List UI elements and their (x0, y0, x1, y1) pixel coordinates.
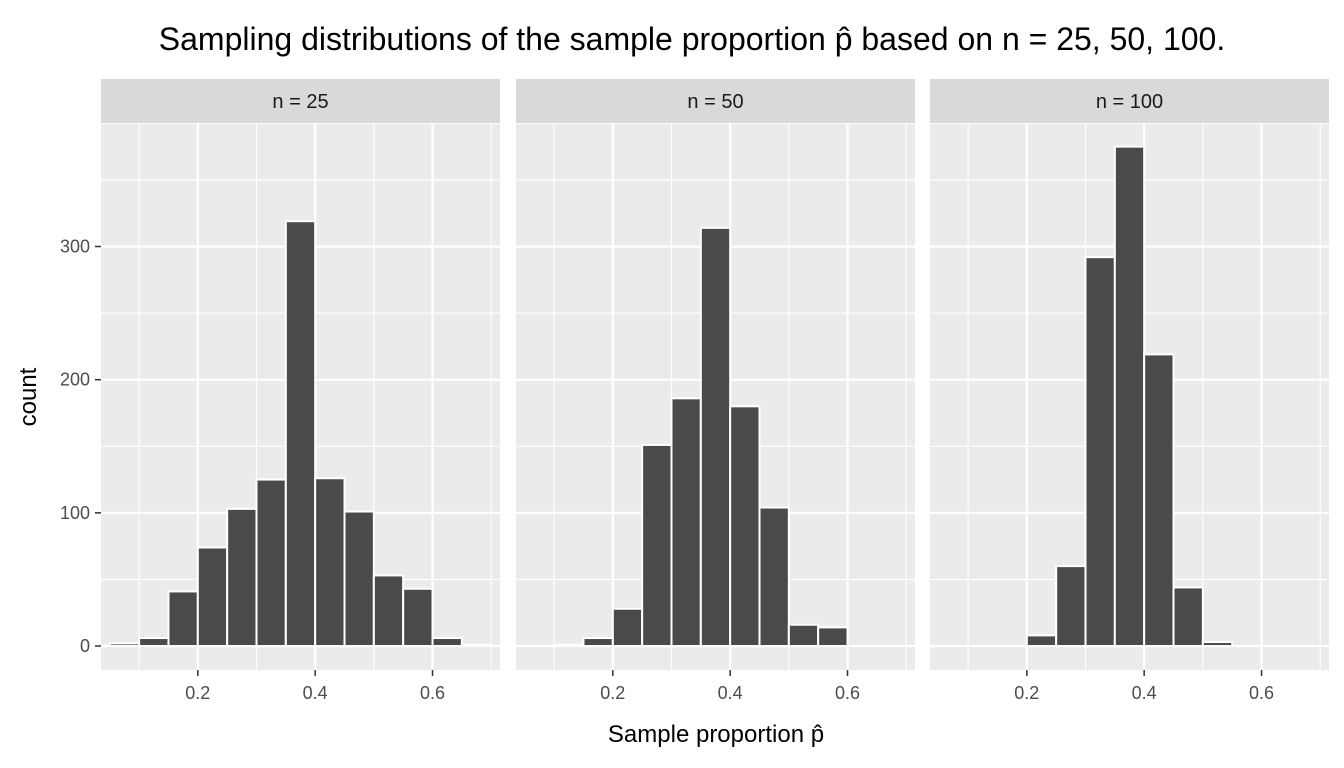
facet-panel: n = 50 0.2 0.4 0.6 (516, 79, 915, 703)
histogram-bar (431, 637, 463, 648)
histogram-bar (1055, 565, 1087, 648)
histogram-bar (1084, 256, 1116, 648)
histogram-bar (343, 510, 375, 648)
histogram-bar (670, 397, 702, 648)
histogram-bar (1025, 634, 1058, 648)
histogram-bar (641, 443, 673, 648)
histogram-bar (611, 607, 644, 648)
x-tick-label: 0.2 (1014, 683, 1039, 703)
histogram-bar (582, 637, 614, 648)
histogram-bar (196, 546, 229, 648)
facet-strip-label: n = 50 (687, 91, 743, 113)
y-axis: 0 100 200 300 (60, 237, 101, 656)
histogram-bar (1113, 145, 1146, 648)
histogram-bar (314, 477, 346, 648)
facet-strip (930, 79, 1329, 123)
x-tick-label: 0.6 (835, 683, 860, 703)
y-tick-label: 100 (60, 503, 90, 523)
x-tick-label: 0.6 (1249, 683, 1274, 703)
facet-strip-label: n = 100 (1096, 91, 1163, 113)
histogram-bar (1143, 353, 1175, 648)
histogram-bar (1201, 641, 1234, 648)
panels-group: n = 25 0.2 0.4 0.6 n = 50 0.2 0.4 0.6 n = 100 0.2… (101, 79, 1329, 703)
x-tick-label: 0.6 (420, 683, 445, 703)
y-axis-title: count (15, 367, 42, 426)
histogram-bar (1172, 586, 1204, 648)
histogram-bar (729, 405, 761, 648)
facet-panel: n = 100 0.2 0.4 0.6 (930, 79, 1329, 703)
x-tick-label: 0.4 (1132, 683, 1157, 703)
x-tick-label: 0.4 (303, 683, 328, 703)
histogram-bar (402, 587, 434, 648)
facet-strip (516, 79, 915, 123)
histogram-bar (787, 623, 820, 648)
histogram-bar (226, 507, 258, 648)
histogram-bar (108, 642, 141, 648)
chart-title: Sampling distributions of the sample pro… (159, 21, 1225, 57)
histogram-bar (372, 574, 405, 648)
histogram-bar (460, 643, 493, 648)
facet-panel: n = 25 0.2 0.4 0.6 (101, 79, 500, 703)
histogram-bar (699, 226, 732, 648)
x-tick-label: 0.2 (185, 683, 210, 703)
histogram-bar (138, 637, 170, 648)
histogram-bar (758, 506, 790, 648)
histogram-bar (167, 590, 199, 648)
y-tick-label: 0 (80, 636, 90, 656)
histogram-bar (255, 478, 287, 648)
facet-strip-label: n = 25 (272, 91, 328, 113)
x-tick-label: 0.2 (600, 683, 625, 703)
x-axis-title: Sample proportion p̂ (608, 721, 824, 748)
x-tick-label: 0.4 (718, 683, 743, 703)
histogram-bar (284, 220, 317, 648)
y-tick-label: 300 (60, 237, 90, 257)
y-tick-label: 200 (60, 370, 90, 390)
histogram-bar (817, 626, 849, 648)
histogram-bar (553, 643, 585, 648)
facet-strip (101, 79, 500, 123)
